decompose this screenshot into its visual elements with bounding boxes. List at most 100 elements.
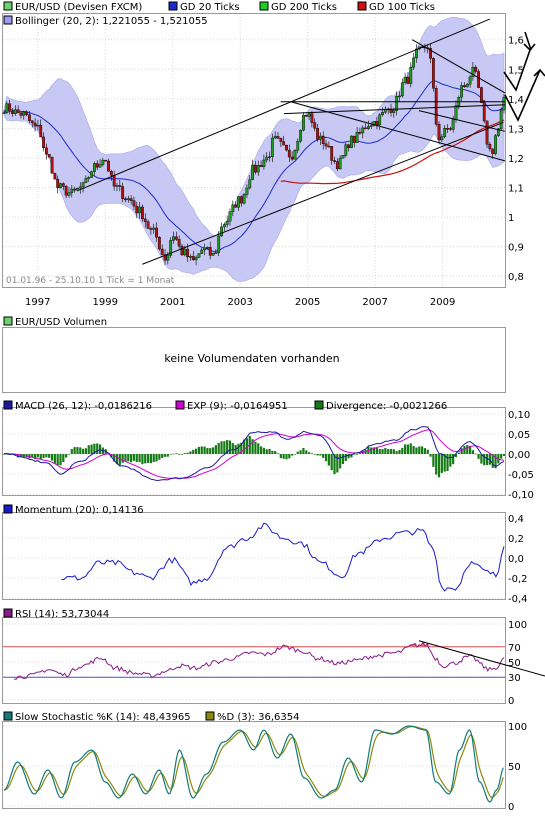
divergence-bar [324, 454, 328, 462]
divergence-bar [90, 444, 93, 454]
price-ytick: 0,8 [508, 272, 524, 283]
divergence-bar [45, 454, 48, 458]
legend-volume-label: EUR/USD Volumen [15, 317, 107, 328]
legend-rsi-swatch [3, 608, 13, 618]
price-xtick: 1999 [92, 297, 117, 308]
divergence-bar [429, 454, 432, 457]
candle-body [205, 247, 209, 249]
divergence-bar [214, 445, 217, 454]
candle-body [367, 126, 370, 129]
candle-body [146, 221, 150, 229]
candle-body [313, 122, 317, 129]
divergence-bar [76, 447, 79, 454]
divergence-bar [259, 446, 263, 454]
divergence-bar [375, 447, 378, 454]
volume-message: keine Volumendaten vorhanden [164, 352, 339, 365]
divergence-bar [474, 453, 477, 455]
rsi-overbought-fill [413, 643, 417, 647]
candle-body [90, 171, 93, 178]
candle-body [47, 154, 51, 158]
candle-body [254, 164, 257, 173]
candle-body [28, 114, 31, 121]
divergence-bar [350, 454, 353, 458]
candle-body [502, 96, 506, 111]
divergence-bar [5, 454, 8, 455]
divergence-bar [443, 454, 446, 472]
macd-ytick: 0,05 [508, 430, 530, 441]
candle-body [409, 67, 413, 84]
candle-body [234, 204, 238, 208]
price-ytick: 0,9 [508, 243, 524, 254]
price-ytick: 1,6 [508, 36, 524, 47]
legend-gd200-label: GD 200 Ticks [271, 2, 337, 13]
legend-bollinger-swatch [3, 15, 13, 25]
divergence-bar [305, 450, 308, 454]
divergence-bar [254, 441, 257, 454]
divergence-bar [502, 454, 506, 456]
legend-stoch-d-swatch [205, 711, 215, 721]
candle-body [496, 128, 500, 136]
forecast-arrowhead [533, 68, 545, 77]
divergence-bar [322, 454, 325, 458]
candle-body [118, 185, 122, 187]
candle-body [115, 185, 119, 187]
divergence-bar [152, 454, 155, 462]
divergence-bar [178, 454, 181, 455]
candle-body [262, 159, 266, 167]
candle-body [81, 182, 85, 188]
candle-body [446, 128, 449, 130]
divergence-bar [418, 446, 421, 454]
candle-body [477, 71, 480, 88]
rsi-ytick: 70 [508, 643, 521, 654]
divergence-bar [217, 442, 220, 454]
candle-body [482, 102, 486, 122]
stoch-ytick: 100 [508, 722, 527, 733]
divergence-bar [452, 454, 455, 465]
divergence-bar [70, 449, 73, 454]
divergence-bar [389, 449, 393, 454]
candle-body [245, 187, 249, 195]
divergence-bar [291, 454, 294, 456]
candle-body [460, 85, 464, 98]
divergence-bar [457, 452, 460, 454]
candle-body [157, 237, 161, 250]
candle-body [228, 211, 232, 222]
candle-body [364, 127, 367, 130]
divergence-bar [454, 454, 458, 458]
candle-body [338, 157, 342, 170]
divergence-bar [141, 454, 144, 465]
rsi-panel-frame [2, 617, 506, 704]
candle-body [211, 253, 215, 256]
rsi-ytick: 30 [508, 673, 521, 684]
divergence-bar [200, 446, 203, 454]
divergence-bar [372, 447, 376, 454]
candle-body [166, 255, 170, 261]
candle-body [352, 135, 356, 143]
divergence-bar [2, 454, 6, 455]
divergence-bar [387, 449, 390, 454]
divergence-bar [144, 454, 147, 464]
divergence-bar [17, 454, 20, 458]
candle-body [30, 120, 34, 124]
candle-body [112, 175, 116, 187]
candle-body [491, 148, 495, 154]
divergence-bar [477, 454, 480, 459]
divergence-bar [155, 454, 158, 462]
divergence-bar [127, 454, 130, 462]
divergence-bar [33, 454, 37, 460]
stoch-k-line [3, 725, 504, 803]
candle-body [126, 198, 130, 201]
candle-body [406, 76, 410, 84]
divergence-bar [115, 454, 119, 465]
divergence-bar [466, 445, 469, 454]
divergence-bar [316, 454, 319, 456]
divergence-bar [118, 454, 121, 466]
candle-body [135, 205, 139, 214]
candle-body [107, 160, 110, 172]
price-panel-frame [2, 13, 506, 288]
legend-gd100-swatch [357, 1, 367, 11]
divergence-bar [180, 454, 184, 455]
candle-body [64, 186, 68, 196]
price-xtick: 1997 [25, 297, 50, 308]
divergence-bar [381, 449, 384, 454]
